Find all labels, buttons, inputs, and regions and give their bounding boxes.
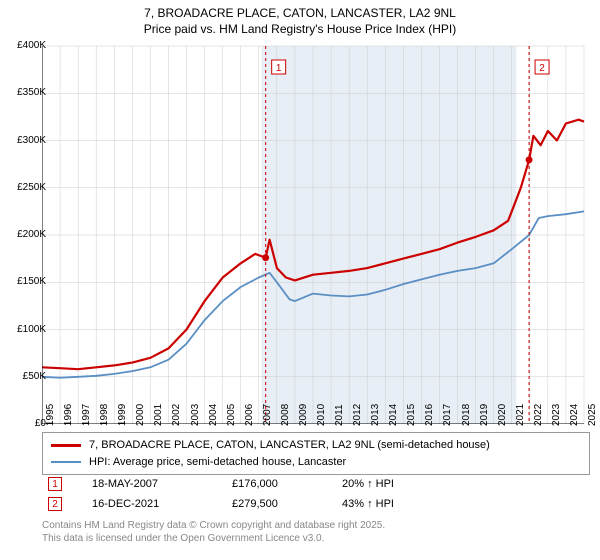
xtick-label: 2017 <box>442 404 453 426</box>
footer-line2: This data is licensed under the Open Gov… <box>42 533 590 546</box>
xtick-label: 1996 <box>63 404 74 426</box>
xtick-label: 2025 <box>587 404 598 426</box>
xtick-label: 2004 <box>208 404 219 426</box>
chart-area: 12 <box>42 44 590 424</box>
xtick-label: 2002 <box>171 404 182 426</box>
xtick-label: 2011 <box>334 404 345 426</box>
legend-row-2: HPI: Average price, semi-detached house,… <box>51 454 581 471</box>
legend-box: 7, BROADACRE PLACE, CATON, LANCASTER, LA… <box>42 432 590 475</box>
legend-swatch-property <box>51 444 81 447</box>
xtick-label: 2019 <box>479 404 490 426</box>
xtick-label: 2022 <box>533 404 544 426</box>
annotation-marker-1: 1 <box>48 477 62 491</box>
xtick-label: 1995 <box>45 404 56 426</box>
footer-text: Contains HM Land Registry data © Crown c… <box>42 520 590 545</box>
xtick-label: 2014 <box>388 404 399 426</box>
title-block: 7, BROADACRE PLACE, CATON, LANCASTER, LA… <box>0 0 600 37</box>
footer-line1: Contains HM Land Registry data © Crown c… <box>42 520 590 533</box>
xtick-label: 2018 <box>461 404 472 426</box>
xtick-label: 2005 <box>226 404 237 426</box>
annotation-row-1: 1 18-MAY-2007 £176,000 20% ↑ HPI <box>42 474 590 494</box>
annotation-date-1: 18-MAY-2007 <box>92 478 202 490</box>
ytick-label: £350K <box>6 87 46 98</box>
annotation-price-2: £279,500 <box>232 498 312 510</box>
xtick-label: 2000 <box>135 404 146 426</box>
annotation-date-2: 16-DEC-2021 <box>92 498 202 510</box>
xtick-label: 2021 <box>515 404 526 426</box>
ytick-label: £50K <box>6 371 46 382</box>
legend-row-1: 7, BROADACRE PLACE, CATON, LANCASTER, LA… <box>51 437 581 454</box>
xtick-label: 2013 <box>370 404 381 426</box>
ytick-label: £300K <box>6 135 46 146</box>
ytick-label: £100K <box>6 324 46 335</box>
xtick-label: 1998 <box>99 404 110 426</box>
ytick-label: £0 <box>6 418 46 429</box>
xtick-label: 2007 <box>262 404 273 426</box>
xtick-label: 2020 <box>497 404 508 426</box>
xtick-label: 2016 <box>424 404 435 426</box>
xtick-label: 2015 <box>406 404 417 426</box>
xtick-label: 2024 <box>569 404 580 426</box>
title-line2: Price paid vs. HM Land Registry's House … <box>0 22 600 38</box>
chart-container: 7, BROADACRE PLACE, CATON, LANCASTER, LA… <box>0 0 600 560</box>
annotation-marker-2: 2 <box>48 497 62 511</box>
xtick-label: 2003 <box>190 404 201 426</box>
chart-svg: 12 <box>42 44 590 424</box>
xtick-label: 2006 <box>244 404 255 426</box>
svg-text:2: 2 <box>539 63 545 74</box>
xtick-label: 1999 <box>117 404 128 426</box>
ytick-label: £200K <box>6 229 46 240</box>
legend-label-property: 7, BROADACRE PLACE, CATON, LANCASTER, LA… <box>89 437 490 454</box>
xtick-label: 2008 <box>280 404 291 426</box>
xtick-label: 2001 <box>153 404 164 426</box>
ytick-label: £150K <box>6 276 46 287</box>
annotation-price-1: £176,000 <box>232 478 312 490</box>
xtick-label: 2009 <box>298 404 309 426</box>
annotation-hpi-1: 20% ↑ HPI <box>342 478 394 490</box>
legend-label-hpi: HPI: Average price, semi-detached house,… <box>89 454 346 471</box>
svg-text:1: 1 <box>276 63 282 74</box>
legend-swatch-hpi <box>51 461 81 463</box>
annotation-rows: 1 18-MAY-2007 £176,000 20% ↑ HPI 2 16-DE… <box>42 474 590 514</box>
ytick-label: £250K <box>6 182 46 193</box>
xtick-label: 2010 <box>316 404 327 426</box>
xtick-label: 1997 <box>81 404 92 426</box>
title-line1: 7, BROADACRE PLACE, CATON, LANCASTER, LA… <box>0 6 600 22</box>
xtick-label: 2023 <box>551 404 562 426</box>
annotation-row-2: 2 16-DEC-2021 £279,500 43% ↑ HPI <box>42 494 590 514</box>
ytick-label: £400K <box>6 40 46 51</box>
annotation-hpi-2: 43% ↑ HPI <box>342 498 394 510</box>
xtick-label: 2012 <box>352 404 363 426</box>
